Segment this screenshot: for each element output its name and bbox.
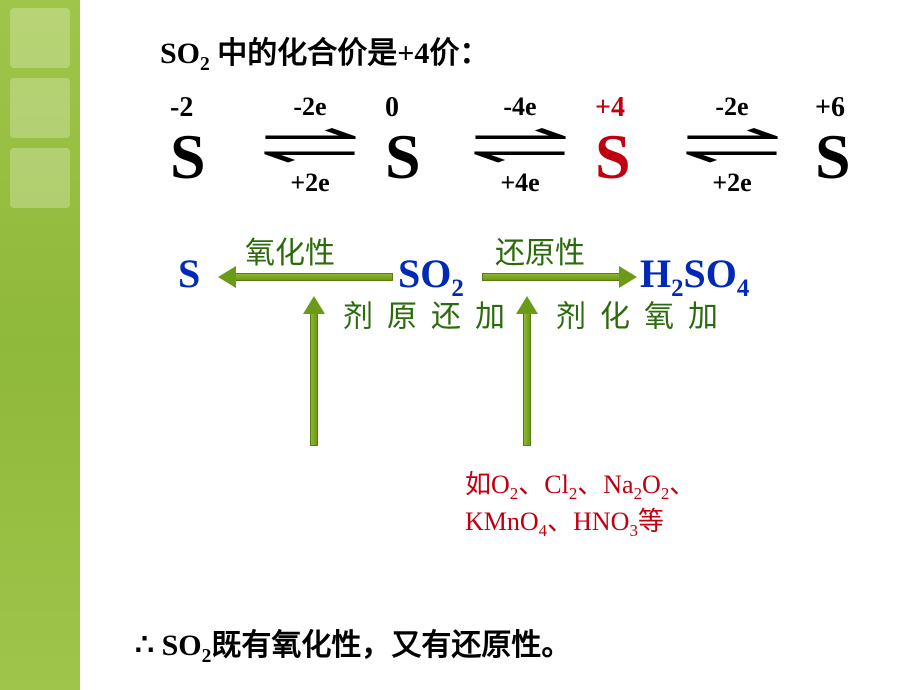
- arrow-right: [482, 268, 637, 286]
- equilibrium-arrow: -2e⇀↽+2e: [672, 92, 792, 198]
- species-h2so4: H2SO4: [640, 250, 749, 303]
- conclusion-line: ∴ SO2既有氧化性，又有还原性。: [135, 620, 571, 668]
- slide-content: SO2 中的化合价是+4价： -2S0S+4S+6S-2e⇀↽+2e-4e⇀↽+…: [80, 0, 920, 690]
- title-formula: SO2: [160, 37, 210, 70]
- label-add-oxidant: 加氧化剂: [545, 300, 721, 332]
- conclusion-rest: 既有氧化性，又有还原性。: [211, 629, 571, 662]
- species-so2: SO2: [398, 250, 464, 303]
- equilibrium-arrow: -4e⇀↽+4e: [460, 92, 580, 198]
- decorative-left-strip: [0, 0, 80, 690]
- arrow-up-left: [305, 296, 323, 446]
- conclusion-formula: SO2: [162, 629, 212, 662]
- arrow-left: [218, 268, 393, 286]
- label-add-reductant: 加还原剂: [332, 300, 508, 332]
- species-s: S: [178, 250, 200, 297]
- therefore-symbol: ∴: [135, 629, 162, 662]
- label-oxidizing: 氧化性: [245, 228, 335, 272]
- title-rest: 中的化合价是+4价：: [210, 37, 490, 70]
- arrow-up-right: [518, 296, 536, 446]
- label-reducing: 还原性: [495, 228, 585, 272]
- title-line: SO2 中的化合价是+4价：: [160, 28, 489, 76]
- oxidizer-examples: 如O2、Cl2、Na2O2、KMnO4、HNO3等: [465, 468, 695, 542]
